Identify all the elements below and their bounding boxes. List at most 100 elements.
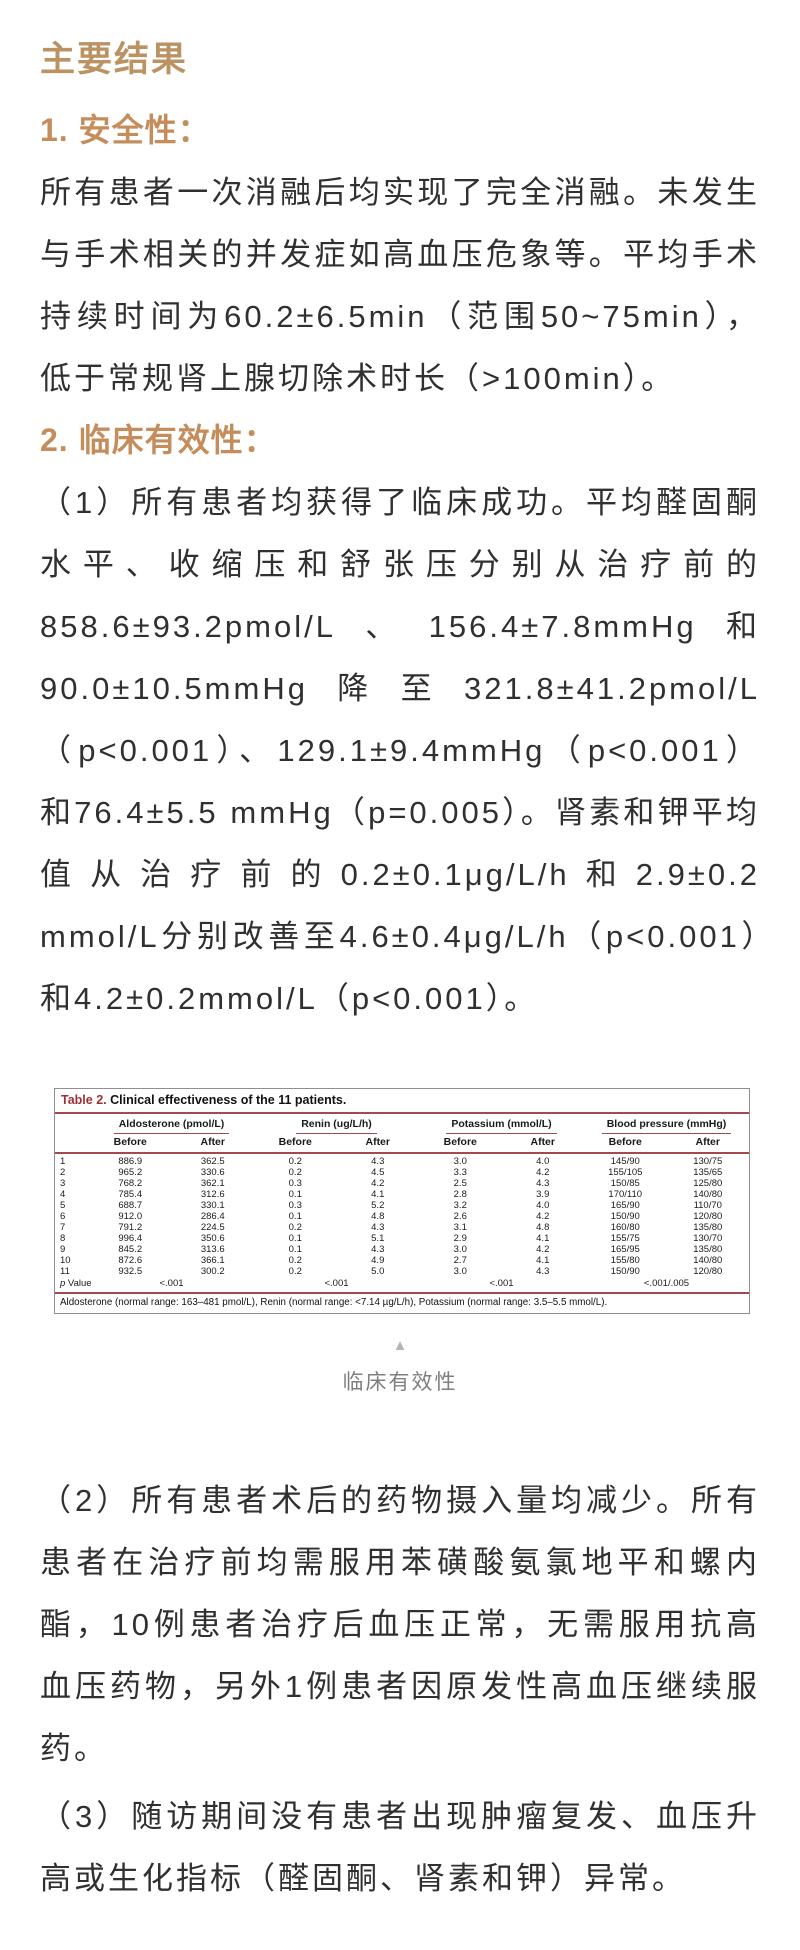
value-cell: 3.2: [453, 1200, 467, 1211]
value-cell: 4.3: [536, 1178, 550, 1189]
value-cell: 150/90: [610, 1266, 640, 1277]
value-cell: 170/110: [608, 1189, 643, 1200]
subheader-before: Before: [584, 1134, 667, 1154]
corner-cell: [55, 1114, 89, 1134]
value-cell: 688.7: [118, 1200, 143, 1211]
clinical-effectiveness-table: Aldosterone (pmol/L) Renin (ug/L/h) Pota…: [55, 1114, 749, 1294]
value-cell: 110/70: [693, 1200, 722, 1211]
value-cell: 140/80: [693, 1189, 723, 1200]
value-cell: 165/95: [610, 1244, 640, 1255]
value-cell: 0.3: [288, 1200, 302, 1211]
subheader-after: After: [171, 1134, 254, 1154]
value-cell: 886.9: [118, 1156, 143, 1167]
column-group-renin: Renin (ug/L/h): [254, 1114, 419, 1134]
table-row: 8 996.4 350.6 0.1 5.1 2.9 4.1 155/75 130/70: [55, 1233, 749, 1244]
subheader-before: Before: [254, 1134, 337, 1154]
value-cell: 150/90: [610, 1211, 640, 1222]
value-cell: 912.0: [118, 1211, 143, 1222]
value-cell: 4.2: [536, 1211, 550, 1222]
value-cell: 140/80: [693, 1255, 723, 1266]
paragraph-medication: （2）所有患者术后的药物摄入量均减少。所有患者在治疗前均需服用苯磺酸氨氯地平和螺…: [40, 1483, 760, 1766]
value-cell: 330.6: [200, 1167, 225, 1178]
value-cell: 350.6: [200, 1233, 225, 1244]
value-cell: 366.1: [200, 1255, 225, 1266]
column-group-potassium: Potassium (mmol/L): [419, 1114, 584, 1134]
value-cell: 145/90: [610, 1156, 640, 1167]
subheader-after: After: [336, 1134, 419, 1154]
value-cell: 4.1: [536, 1233, 550, 1244]
table-title-label: Table 2.: [61, 1093, 107, 1107]
value-cell: 4.1: [371, 1189, 385, 1200]
table2-figure[interactable]: Table 2. Clinical effectiveness of the 1…: [54, 1088, 750, 1314]
paragraph-safety: 所有患者一次消融后均实现了完全消融。未发生与手术相关的并发症如高血压危象等。平均…: [40, 175, 760, 396]
row-number: 5: [60, 1200, 66, 1211]
value-cell: 0.1: [288, 1211, 302, 1222]
p-value-label: p Value: [55, 1277, 92, 1294]
value-cell: 3.0: [453, 1244, 467, 1255]
triangle-icon: ▲: [392, 1337, 408, 1354]
value-cell: 4.3: [371, 1156, 385, 1167]
column-group-blood-pressure: Blood pressure (mmHg): [584, 1114, 749, 1134]
row-number: 3: [60, 1178, 66, 1189]
value-cell: 224.5: [200, 1222, 225, 1233]
table-row: 7 791.2 224.5 0.2 4.3 3.1 4.8 160/80 135/80: [55, 1222, 749, 1233]
p-value-cell: <.001: [89, 1277, 254, 1294]
subheader-after: After: [501, 1134, 584, 1154]
table-body: 1 886.9 362.5 0.2 4.3 3.0 4.0 145/90 130/75 2 965.…: [55, 1153, 749, 1294]
value-cell: 845.2: [118, 1244, 143, 1255]
value-cell: 3.9: [536, 1189, 550, 1200]
p-value-cell: <.001: [419, 1277, 584, 1294]
row-number: 8: [60, 1233, 66, 1244]
value-cell: 130/70: [693, 1233, 723, 1244]
value-cell: 4.3: [371, 1244, 385, 1255]
corner-cell: [55, 1134, 89, 1154]
table-row: 9 845.2 313.6 0.1 4.3 3.0 4.2 165/95 135/80: [55, 1244, 749, 1255]
value-cell: 300.2: [200, 1266, 225, 1277]
table-title-text: Clinical effectiveness of the 11 patient…: [110, 1093, 347, 1107]
value-cell: 5.0: [371, 1266, 385, 1277]
value-cell: 155/80: [610, 1255, 640, 1266]
value-cell: 120/80: [693, 1211, 723, 1222]
value-cell: 0.2: [288, 1167, 302, 1178]
value-cell: 135/80: [693, 1244, 723, 1255]
value-cell: 4.0: [536, 1200, 550, 1211]
section-heading-safety: 1. 安全性：: [40, 112, 211, 148]
value-cell: 0.2: [288, 1156, 302, 1167]
column-group-row: Aldosterone (pmol/L) Renin (ug/L/h) Pota…: [55, 1114, 749, 1134]
value-cell: 768.2: [118, 1178, 143, 1189]
value-cell: 4.5: [371, 1167, 385, 1178]
value-cell: 286.4: [200, 1211, 225, 1222]
value-cell: 312.6: [200, 1189, 225, 1200]
value-cell: 155/105: [608, 1167, 643, 1178]
table-row: 10 872.6 366.1 0.2 4.9 2.7 4.1 155/80 140/80: [55, 1255, 749, 1266]
table-footnote: Aldosterone (normal range: 163–481 pmol/…: [60, 1297, 608, 1308]
value-cell: 4.1: [536, 1255, 550, 1266]
value-cell: 0.1: [288, 1233, 302, 1244]
row-number: 7: [60, 1222, 66, 1233]
value-cell: 3.0: [453, 1156, 467, 1167]
value-cell: 4.3: [536, 1266, 550, 1277]
value-cell: 313.6: [200, 1244, 225, 1255]
section-heading-effectiveness: 2. 临床有效性：: [40, 422, 277, 458]
value-cell: 5.2: [371, 1200, 385, 1211]
value-cell: 125/80: [693, 1178, 723, 1189]
value-cell: 4.0: [536, 1156, 550, 1167]
value-cell: 330.1: [200, 1200, 225, 1211]
column-group-aldosterone: Aldosterone (pmol/L): [89, 1114, 254, 1134]
subheader-after: After: [666, 1134, 749, 1154]
subheader-before: Before: [89, 1134, 172, 1154]
figure-caption: 临床有效性: [342, 1371, 458, 1394]
value-cell: 4.2: [536, 1244, 550, 1255]
value-cell: 0.1: [288, 1189, 302, 1200]
value-cell: 0.2: [288, 1255, 302, 1266]
table-row: 1 886.9 362.5 0.2 4.3 3.0 4.0 145/90 130/75: [55, 1153, 749, 1167]
value-cell: 135/65: [693, 1167, 723, 1178]
table-row: 6 912.0 286.4 0.1 4.8 2.6 4.2 150/90 120/80: [55, 1211, 749, 1222]
row-number: 10: [60, 1255, 71, 1266]
table-row: 5 688.7 330.1 0.3 5.2 3.2 4.0 165/90 110/70: [55, 1200, 749, 1211]
value-cell: 362.1: [200, 1178, 225, 1189]
value-cell: 965.2: [118, 1167, 143, 1178]
value-cell: 155/75: [610, 1233, 640, 1244]
row-number: 1: [60, 1156, 66, 1167]
row-number: 6: [60, 1211, 66, 1222]
